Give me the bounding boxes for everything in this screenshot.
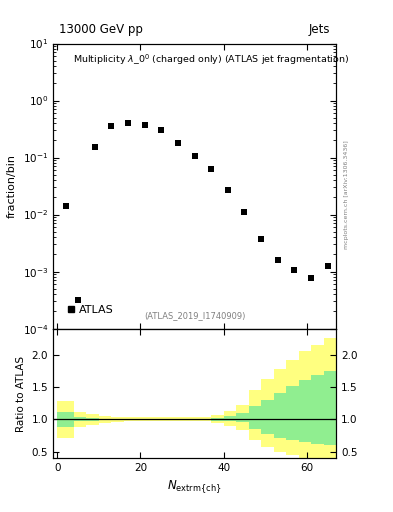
X-axis label: $N_{\rm extrm\{ch\}}$: $N_{\rm extrm\{ch\}}$ — [167, 479, 222, 496]
Y-axis label: Ratio to ATLAS: Ratio to ATLAS — [16, 355, 26, 432]
Text: Multiplicity $\lambda\_0^0$ (charged only) (ATLAS jet fragmentation): Multiplicity $\lambda\_0^0$ (charged onl… — [73, 52, 349, 67]
Text: mcplots.cern.ch [arXiv:1306.3436]: mcplots.cern.ch [arXiv:1306.3436] — [344, 140, 349, 249]
Y-axis label: fraction/bin: fraction/bin — [7, 154, 17, 218]
Text: 13000 GeV pp: 13000 GeV pp — [59, 24, 143, 36]
Text: (ATLAS_2019_I1740909): (ATLAS_2019_I1740909) — [144, 311, 245, 320]
Text: Jets: Jets — [309, 24, 331, 36]
Legend: ATLAS: ATLAS — [62, 301, 118, 320]
